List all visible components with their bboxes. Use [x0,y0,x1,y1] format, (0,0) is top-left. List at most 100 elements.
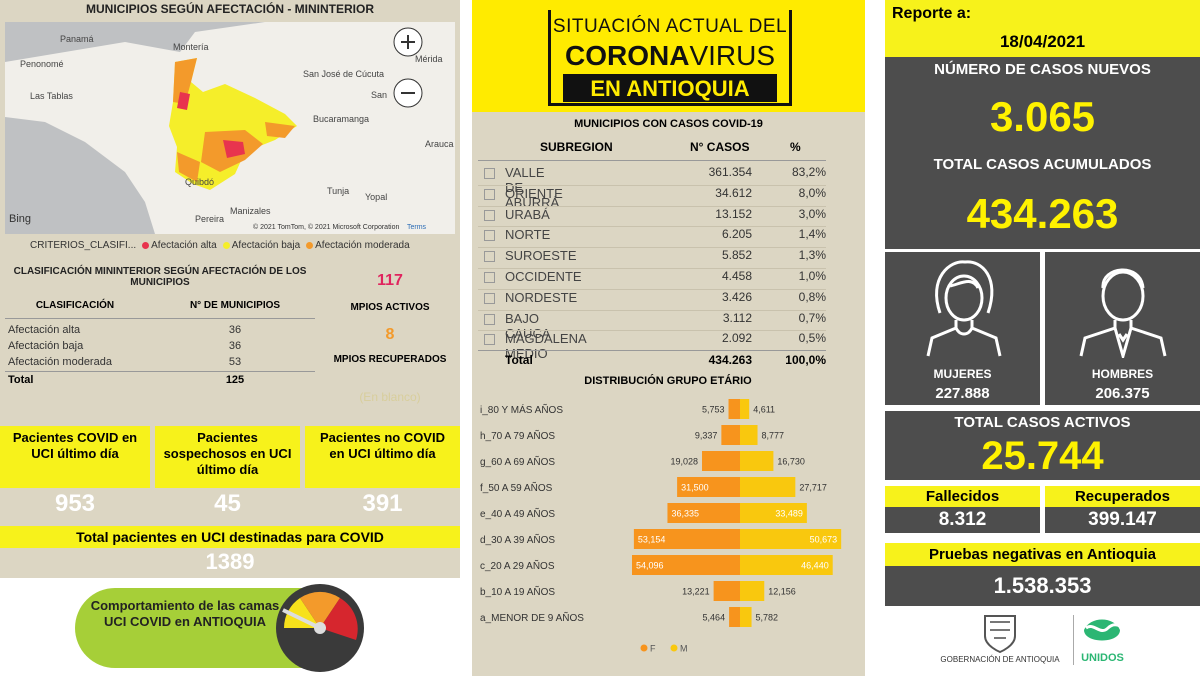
place: San [371,90,387,100]
new-cases-label: NÚMERO DE CASOS NUEVOS [934,61,1151,78]
total-label: TOTAL CASOS ACUMULADOS [933,156,1152,173]
bar [740,529,842,549]
new-cases-box [885,57,1200,151]
map-title: MUNICIPIOS SEGÚN AFECTACIÓN - MININTERIO… [86,2,374,16]
cell: SUROESTE [505,248,577,264]
cell: ORIENTE [505,185,563,201]
legend-swatch [306,242,314,249]
bar [677,477,740,497]
expand-toggle[interactable] [484,168,495,179]
cell: 13.152 [715,206,752,221]
region-moderate [173,58,197,104]
row-rule [478,205,826,207]
place: Penonomé [20,59,64,69]
bar [740,477,796,497]
man-icon [1079,268,1167,358]
place: Mérida [415,54,443,64]
row-rule [478,247,826,249]
bar [740,451,774,471]
legend-label: Afectación moderada [315,240,410,251]
legend-label: Afectación baja [231,240,301,251]
recovered-label: Recuperados [1045,486,1200,507]
active-label: TOTAL CASOS ACTIVOS [954,414,1131,431]
cell: BAJO CAUCA [505,310,551,341]
bar [740,607,752,627]
negative: 1.538.353 [885,566,1200,606]
uci-total: 1389 [205,549,255,574]
place: Bucaramanga [313,114,369,124]
table-rule [5,371,315,372]
active-count: 117 [377,272,403,289]
gauge-zone [283,598,320,628]
expand-toggle[interactable] [484,209,495,221]
row-rule [478,268,826,269]
expand-toggle[interactable] [484,230,495,242]
legend-label: Afectación alta [151,240,217,251]
cell: 5.852 [721,248,752,263]
region-moderate [265,122,295,138]
category-label: g_60 A 69 AÑOS [480,455,555,468]
table-rule [478,350,826,351]
map: Panamá Montería Mérida San José de Cúcut… [5,22,455,234]
place: Las Tablas [30,91,73,101]
row-rule [478,184,826,186]
active: 25.744 [981,434,1104,478]
row-rule [478,226,826,228]
place: Tunja [327,186,349,196]
cell: 53 [228,356,242,368]
cell: Total [505,353,533,367]
expand-toggle[interactable] [484,272,495,283]
bar [740,399,750,419]
expand-toggle[interactable] [484,292,495,304]
cell: 83,2% [791,165,826,179]
expand-toggle[interactable] [484,334,495,346]
terms-link[interactable]: Terms [407,224,427,231]
header-virus: VIRUS [689,40,776,71]
value-label: 13,221 [682,587,710,597]
table-header: N° CASOS [690,140,750,154]
cell: 0,5% [798,331,826,346]
table-header: SUBREGION [540,140,613,154]
region-high [177,92,190,110]
expand-toggle[interactable] [484,313,495,325]
bar [632,555,740,575]
value-label: 36,335 [671,509,699,519]
logo-divider [1073,615,1074,665]
unidos-icon [1084,619,1121,641]
value-label: 31,500 [681,483,709,493]
gauge-text: Comportamiento de las camas UCI COVID en… [90,598,280,629]
blank-label: (En blanco) [359,390,421,404]
bar [729,607,740,627]
legend-label: M [680,644,688,654]
uci-value: 953 [54,490,96,517]
table-header: % [790,140,801,154]
active-box [885,411,1200,480]
place: Arauca [425,139,454,149]
cell: URABÁ [505,206,550,222]
gauge-zone [320,598,358,640]
cell: 3.426 [721,289,752,304]
recovered-count: 8 [385,326,395,343]
bar [702,451,740,471]
row-rule [478,330,826,332]
value-label: 33,489 [775,509,803,519]
age-pyramid: DISTRIBUCIÓN GRUPO ETÁRIO i_80 Y MÁS AÑO… [480,374,842,654]
zoom-in-icon [401,35,415,49]
place: Quibdó [185,177,214,187]
place: Yopal [365,192,387,202]
uci-value: 45 [214,490,241,517]
cell: 0,7% [798,310,826,325]
bar [740,425,758,445]
cell: 1,4% [798,227,826,242]
report-band [885,0,1200,57]
header-corona: CORONA [564,40,690,71]
expand-toggle[interactable] [484,251,495,263]
gauge-zone [300,591,340,628]
map-legend: CRITERIOS_CLASIFI... Afectación alta Afec… [30,240,410,251]
expand-toggle[interactable] [484,188,495,200]
uci-total-label: Total pacientes en UCI destinadas para C… [0,526,460,548]
cell: 100,0% [785,353,826,367]
active-label: MPIOS ACTIVOS [350,302,430,313]
new-cases: 3.065 [989,93,1096,140]
